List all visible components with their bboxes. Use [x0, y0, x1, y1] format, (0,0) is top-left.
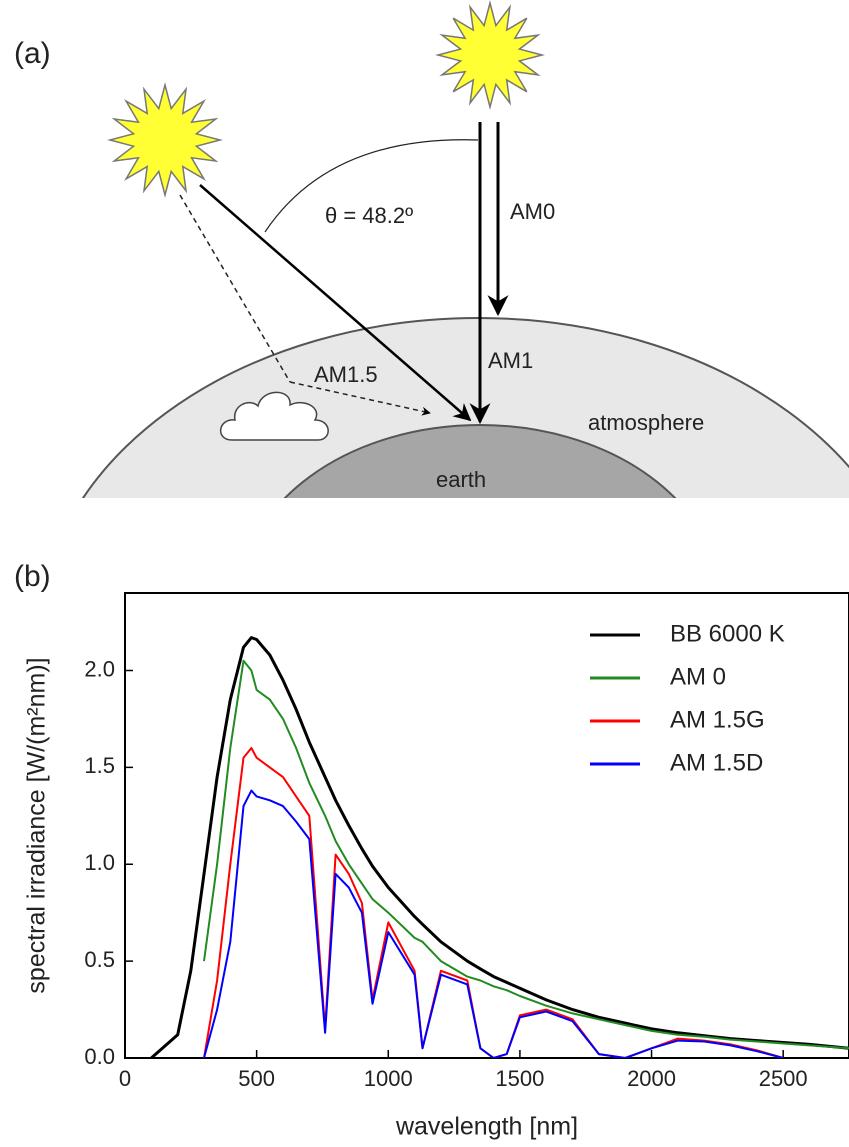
- y-tick-label: 0.0: [84, 1044, 115, 1069]
- y-tick-label: 0.5: [84, 947, 115, 972]
- am15-ray: [199, 184, 472, 422]
- atmosphere-label: atmosphere: [588, 410, 704, 435]
- plot-lines: [150, 636, 849, 1058]
- cloud: [220, 391, 329, 441]
- ray-label: AM1.5: [314, 362, 378, 387]
- sun: [435, 0, 545, 110]
- x-tick-label: 2000: [627, 1066, 676, 1091]
- y-axis-label: spectral irradiance [W/(m²nm)]: [23, 657, 51, 993]
- plot-frame: [124, 592, 849, 1059]
- y-tick-label: 2.0: [84, 656, 115, 681]
- x-tick-label: 0: [119, 1066, 131, 1091]
- sun: [107, 82, 223, 198]
- legend-label: AM 1.5D: [670, 749, 763, 776]
- panel-label: (a): [14, 37, 51, 70]
- legend-label: AM 0: [670, 663, 726, 690]
- series-line: [150, 636, 849, 1058]
- series-line: [203, 747, 784, 1058]
- series-line: [203, 659, 849, 1050]
- earth: [283, 424, 677, 498]
- legend-label: AM 1.5G: [670, 706, 765, 733]
- x-axis-label: wavelength [nm]: [395, 1113, 578, 1141]
- x-tick-label: 1500: [495, 1066, 544, 1091]
- suns: [107, 0, 545, 198]
- angle-arc: [264, 139, 479, 233]
- ray-label: AM1: [488, 348, 533, 373]
- y-tick-label: 1.0: [84, 850, 115, 875]
- diffuse-ray: [179, 194, 291, 383]
- ray-label: AM0: [510, 199, 555, 224]
- x-tick-label: 1000: [364, 1066, 413, 1091]
- legend-label: BB 6000 K: [670, 620, 785, 647]
- series-line: [203, 789, 784, 1058]
- x-tick-label: 2500: [759, 1066, 808, 1091]
- diffuse-ray: [289, 381, 431, 416]
- earth-label: earth: [436, 467, 486, 492]
- panel-label: (b): [14, 560, 51, 593]
- angle-label: θ = 48.2º: [325, 203, 413, 228]
- y-tick-label: 1.5: [84, 753, 115, 778]
- x-tick-label: 500: [238, 1066, 275, 1091]
